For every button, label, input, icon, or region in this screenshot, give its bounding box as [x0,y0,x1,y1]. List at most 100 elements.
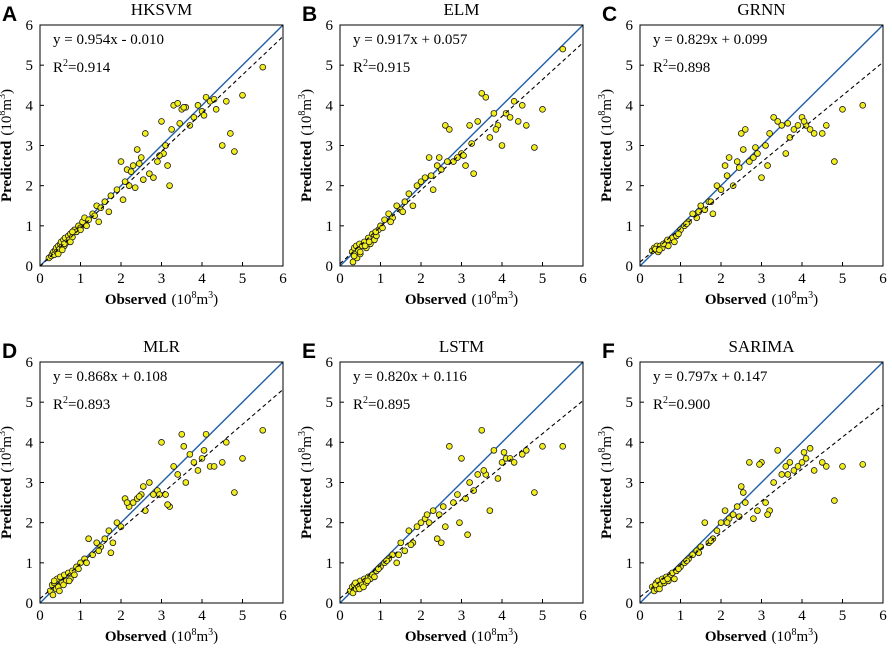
data-point [121,178,129,185]
y-tick-label: 5 [326,395,334,411]
regression-line [340,42,583,265]
data-point [764,162,771,169]
y-axis-title: Predicted (108m3) [297,426,315,539]
y-tick-label: 2 [326,179,334,195]
data-point [356,248,364,256]
data-point [482,94,490,101]
data-point [401,198,409,206]
data-point [531,144,538,151]
data-point [200,112,208,119]
x-axis-unit-start: (10 [772,292,792,308]
data-point [395,551,403,559]
data-point [750,515,757,522]
x-axis-unit-end: ) [813,292,818,308]
data-point [713,527,721,534]
x-axis-unit-end: ) [813,629,818,645]
y-axis-label: Predicted [599,140,615,202]
data-point [164,501,171,508]
x-axis-unit-start: (10 [172,629,192,645]
y-axis-label: Predicted [0,477,15,539]
data-point [474,118,482,125]
data-point [790,467,798,474]
data-point [239,455,246,462]
regression-equation: y = 0.954x - 0.010 [53,32,164,48]
data-point [498,142,506,149]
data-point [85,535,92,543]
data-point [746,459,753,466]
y-axis-title: Predicted (108m3) [597,89,615,202]
regression-equation: y = 0.868x + 0.108 [53,369,167,385]
data-point [139,483,147,490]
data-point [498,459,506,466]
data-point [559,443,567,450]
x-axis-title: Observed (108m3) [405,627,518,645]
y-tick-label: 6 [626,355,634,371]
y-tick-label: 1 [26,219,34,235]
data-point [494,475,502,482]
data-point [399,208,407,216]
x-axis-unit-end: ) [513,629,518,645]
data-point [656,585,663,593]
data-point [75,565,82,573]
data-point [806,445,814,452]
data-point [490,110,498,117]
data-point [818,459,826,466]
data-point [522,447,530,454]
data-point [150,174,157,181]
data-point [754,507,761,514]
y-axis-unit-end: ) [299,426,315,431]
x-tick-label: 5 [839,608,847,624]
data-point [83,559,90,567]
y-tick-label: 0 [626,259,634,275]
y-axis-label: Predicted [299,140,315,202]
y-axis-unit-start: (10 [599,453,615,473]
data-point [762,499,769,506]
data-point [364,577,371,585]
data-point [135,493,143,500]
x-tick-label: 3 [458,608,466,624]
x-tick-label: 2 [717,271,725,287]
data-point [405,527,413,534]
data-point [470,487,477,494]
data-point [725,154,733,161]
y-tick-label: 0 [26,596,34,612]
data-point [379,224,386,232]
y-axis-title: Predicted (108m3) [597,426,615,539]
data-point [460,152,467,159]
data-point [733,158,741,165]
y-tick-label: 6 [326,18,334,34]
data-point [723,519,731,526]
identity-line [640,362,883,603]
data-point [782,463,790,470]
data-point [737,483,745,490]
data-point [423,511,431,518]
scatter-points [648,102,867,256]
y-tick-label: 4 [626,435,634,451]
y-tick-label: 4 [26,435,34,451]
regression-line [640,404,883,598]
data-point [470,170,477,177]
y-axis-unit-exponent: 8 [597,111,608,116]
data-point [375,565,382,573]
data-point [518,451,526,458]
data-point [101,535,109,543]
y-tick-label: 0 [26,259,34,275]
x-axis-unit-m: m [497,629,509,645]
panel-letter: E [302,340,316,363]
x-tick-label: 1 [677,608,685,624]
panel-letter: F [602,340,615,363]
y-axis-title: Predicted (108m3) [0,89,15,202]
data-point [202,94,210,101]
data-point [739,489,747,496]
data-point [770,114,777,121]
y-tick-label: 3 [26,139,34,155]
data-point [784,120,792,127]
y-axis-unit-start: (10 [299,453,315,473]
data-point [492,126,500,133]
regression-line [640,61,883,263]
data-point [69,228,76,236]
data-point [67,238,74,246]
x-tick-label: 3 [758,608,766,624]
data-point [113,519,121,526]
x-axis-unit-exponent: 8 [492,290,497,301]
